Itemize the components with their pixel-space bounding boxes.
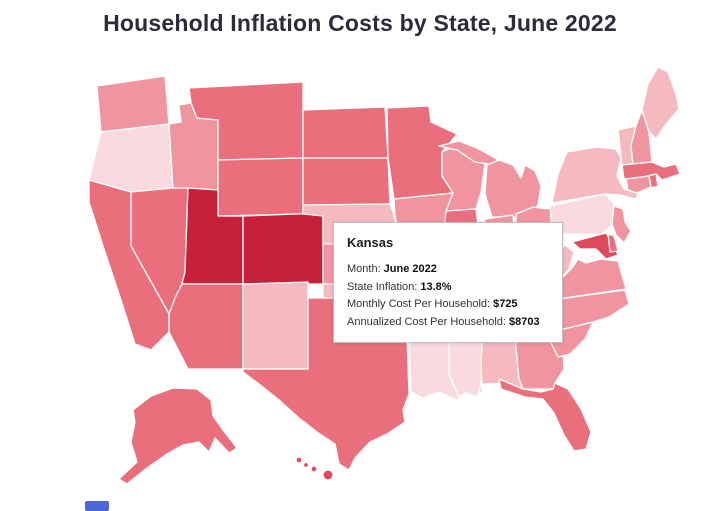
state-hawaii[interactable] bbox=[295, 456, 334, 481]
tooltip-row-inflation: State Inflation: 13.8% bbox=[347, 279, 549, 297]
attribution-logo[interactable] bbox=[85, 501, 109, 511]
state-arizona[interactable] bbox=[168, 283, 244, 370]
state-alaska[interactable] bbox=[118, 387, 238, 485]
tooltip-label: Monthly Cost Per Household: bbox=[347, 298, 491, 311]
state-california[interactable] bbox=[88, 179, 170, 351]
state-maryland[interactable] bbox=[571, 232, 619, 260]
tooltip-row-monthly-cost: Monthly Cost Per Household: $725 bbox=[347, 296, 549, 314]
state-new-york[interactable] bbox=[551, 146, 640, 204]
state-michigan[interactable] bbox=[438, 140, 542, 218]
tooltip-row-annualized-cost: Annualized Cost Per Household: $8703 bbox=[347, 314, 549, 332]
state-maine[interactable] bbox=[641, 66, 680, 140]
state-connecticut[interactable] bbox=[625, 175, 652, 194]
tooltip-value: June 2022 bbox=[383, 263, 437, 275]
state-washington[interactable] bbox=[96, 75, 170, 133]
state-south-dakota[interactable] bbox=[302, 157, 391, 206]
tooltip-label: State Inflation: bbox=[347, 280, 418, 293]
tooltip-label: Month: bbox=[347, 263, 381, 275]
state-florida[interactable] bbox=[498, 378, 592, 452]
tooltip: Kansas Month: June 2022 State Inflation: 1… bbox=[333, 222, 563, 344]
tooltip-state-name: Kansas bbox=[347, 235, 394, 250]
tooltip-value: 13.8% bbox=[420, 280, 452, 293]
state-wyoming[interactable] bbox=[217, 157, 304, 217]
state-oregon[interactable] bbox=[88, 123, 174, 193]
state-new-jersey[interactable] bbox=[611, 205, 632, 244]
tooltip-value: $8703 bbox=[508, 315, 540, 328]
tooltip-label: Annualized Cost Per Household: bbox=[347, 315, 506, 328]
state-colorado[interactable] bbox=[242, 212, 324, 285]
state-north-dakota[interactable] bbox=[302, 106, 389, 159]
state-new-mexico[interactable] bbox=[242, 281, 309, 370]
tooltip-row-month: Month: June 2022 bbox=[347, 261, 549, 279]
tooltip-value: $725 bbox=[493, 298, 518, 311]
state-delaware[interactable] bbox=[607, 233, 619, 253]
page-title: Household Inflation Costs by State, June… bbox=[103, 10, 617, 36]
